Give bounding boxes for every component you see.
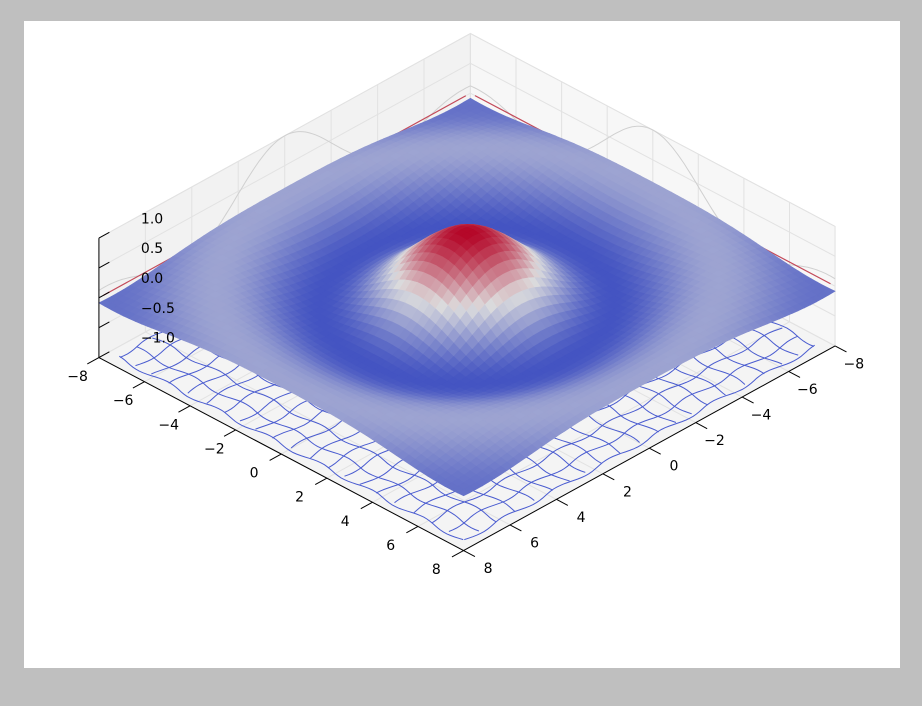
x-tick-label: −2 [704,433,725,449]
contour-line [432,327,783,524]
contour-line [119,355,464,541]
y-tick-label: −2 [204,441,225,457]
x-tick-label: −8 [843,356,864,372]
contour-line [136,346,480,532]
contour-line [448,335,798,532]
z-tick-label: −1.0 [141,331,175,347]
y-tick-label: −4 [158,417,179,433]
y-tick-label: 0 [250,466,259,482]
x-tick-label: 8 [484,561,493,577]
x-tick-label: −4 [751,408,772,424]
y-tick-label: 2 [295,490,304,506]
z-tick-label: −0.5 [141,301,175,317]
x-tick-label: 6 [530,535,539,551]
x-tick-label: −6 [797,382,818,398]
z-tick-label: 1.0 [141,211,163,227]
y-tick-label: −8 [67,369,88,385]
grid-line-z [98,32,836,239]
grid-line-z [98,62,836,269]
contour-line [152,337,497,523]
x-tick-label: 4 [577,510,586,526]
y-tick-label: −6 [113,393,134,409]
x-tick-label: 2 [623,484,632,500]
z-tick-label: 0.5 [141,241,163,257]
y-tick-label: 8 [432,562,441,578]
x-tick-label: 0 [669,459,678,475]
y-tick-label: 6 [386,538,395,554]
z-tick-label: 0.0 [141,271,163,287]
contour-line [464,344,815,541]
y-tick-label: 4 [341,514,350,530]
